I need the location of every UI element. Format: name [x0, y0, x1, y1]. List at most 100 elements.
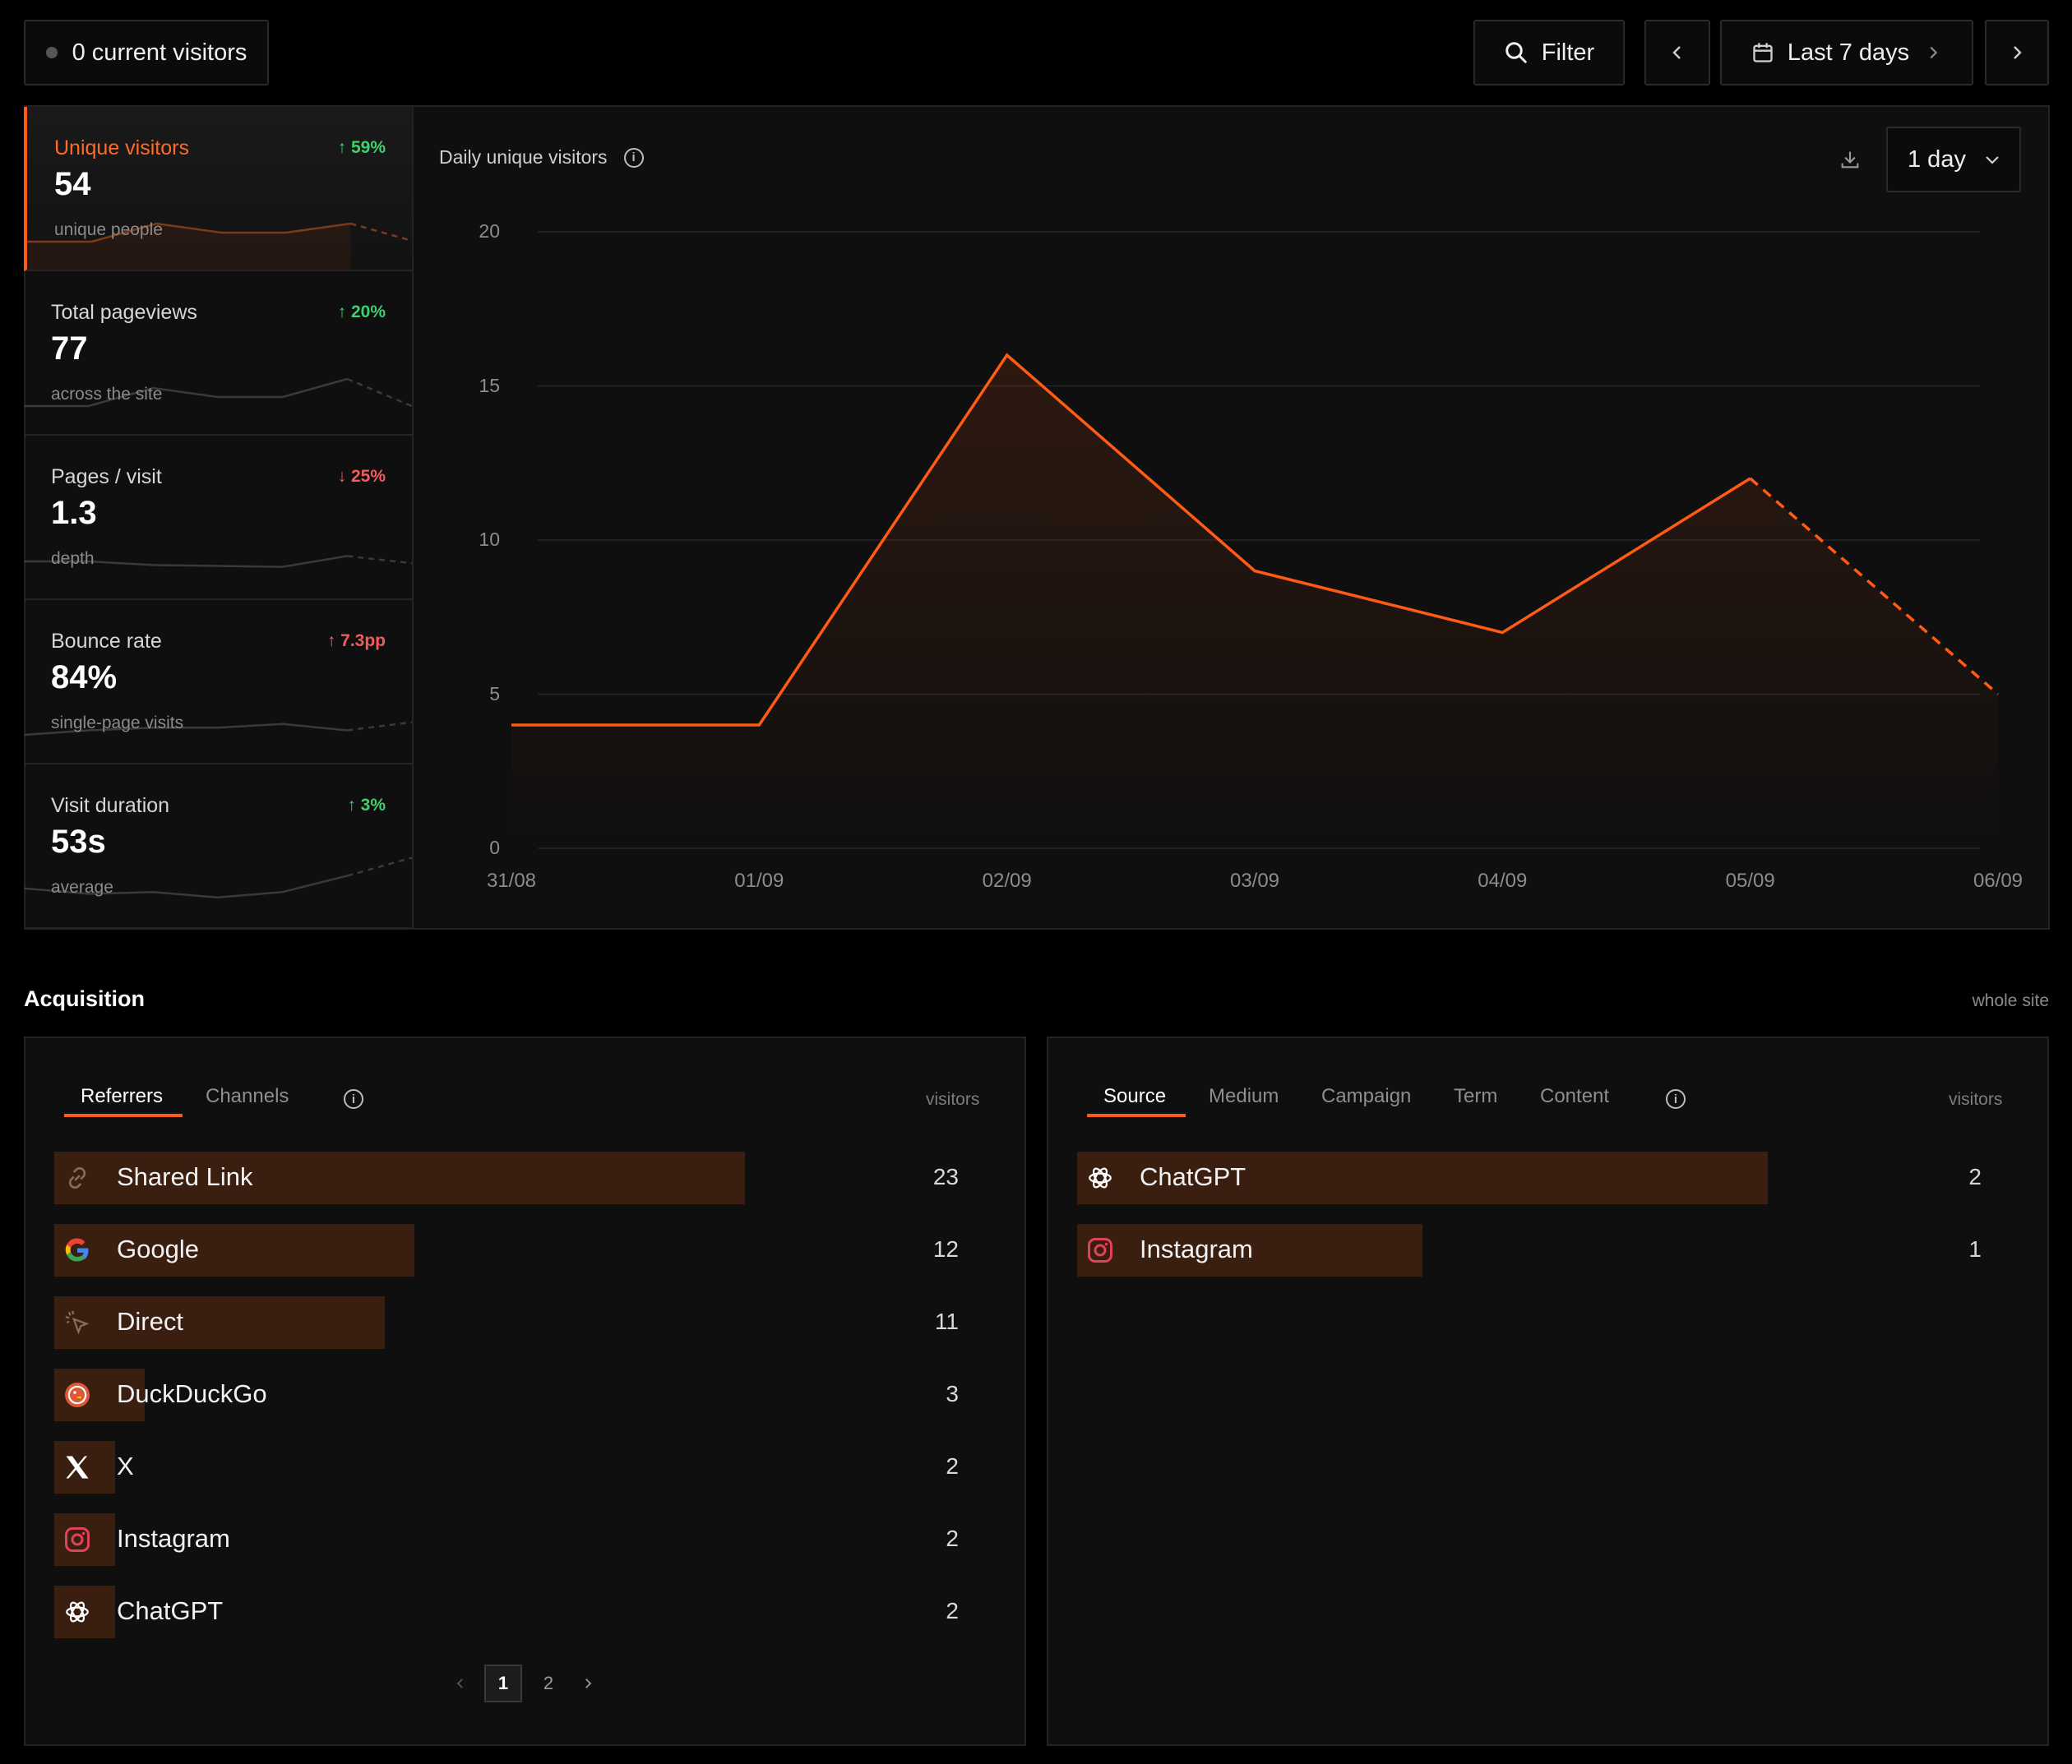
kpi-subtitle: depth: [51, 549, 95, 568]
x-icon: [62, 1452, 92, 1482]
sparkline-projection: [347, 721, 412, 732]
kpi-delta: ↑ 7.3pp: [326, 631, 386, 650]
list-item-count: 1: [1968, 1236, 1982, 1262]
sparkline-line: [24, 555, 348, 568]
google-icon: [62, 1235, 92, 1265]
chevron-right-icon: [1930, 46, 1938, 59]
instagram-icon: [62, 1525, 92, 1554]
value-bar: [54, 1296, 385, 1349]
list-item-label: ChatGPT: [117, 1596, 224, 1625]
list-item[interactable]: DuckDuckGo 3: [54, 1369, 959, 1421]
value-bar: [54, 1586, 115, 1638]
chatgpt-icon: [1085, 1163, 1115, 1193]
list-item[interactable]: ChatGPT 2: [54, 1586, 959, 1638]
tab-referrers[interactable]: Referrers: [81, 1085, 164, 1107]
y-tick-label: 15: [479, 374, 500, 396]
current-visitors-badge: 0 current visitors: [24, 20, 269, 85]
pager-page-2[interactable]: 2: [543, 1673, 554, 1693]
info-icon[interactable]: i: [344, 1089, 363, 1109]
list-item-label: X: [117, 1452, 134, 1480]
pager-prev-button[interactable]: [448, 1667, 473, 1700]
x-tick-label: 31/08: [486, 870, 537, 892]
next-range-button[interactable]: [1985, 20, 2049, 85]
y-tick-label: 10: [479, 529, 500, 550]
tab-medium[interactable]: Medium: [1209, 1085, 1279, 1107]
list-item-label: DuckDuckGo: [117, 1379, 267, 1408]
kpi-value: 54: [54, 166, 91, 202]
value-bar: [54, 1441, 115, 1494]
kpi-value: 53s: [51, 824, 106, 860]
kpi-sparkline: [24, 377, 412, 408]
value-bar: [1077, 1152, 1768, 1204]
kpi-card-visit-duration[interactable]: Visit duration ↑ 3% 53s average: [24, 764, 412, 929]
kpi-title: Total pageviews: [51, 301, 197, 324]
interval-select[interactable]: 1 day: [1886, 127, 2021, 192]
info-icon[interactable]: i: [1666, 1089, 1686, 1109]
list-item[interactable]: Instagram 2: [54, 1513, 959, 1566]
kpi-title: Unique visitors: [54, 136, 189, 159]
kpi-value: 1.3: [51, 495, 97, 531]
kpi-sparkline: [27, 222, 412, 270]
pager-page-1[interactable]: 1: [484, 1665, 522, 1702]
list-item-label: Google: [117, 1235, 199, 1263]
current-visitors-label: 0 current visitors: [72, 39, 247, 66]
kpi-card-bounce-rate[interactable]: Bounce rate ↑ 7.3pp 84% single-page visits: [24, 600, 412, 764]
prev-range-button[interactable]: [1644, 20, 1710, 85]
list-item[interactable]: Direct 11: [54, 1296, 959, 1349]
filter-button[interactable]: Filter: [1473, 20, 1625, 85]
kpi-card-total-pageviews[interactable]: Total pageviews ↑ 20% 77 across the site: [24, 271, 412, 436]
y-tick-label: 5: [489, 682, 500, 704]
tab-term[interactable]: Term: [1454, 1085, 1498, 1107]
x-tick-label: 03/09: [1229, 870, 1280, 892]
tab-channels[interactable]: Channels: [206, 1085, 289, 1107]
sparkline-area: [27, 224, 351, 270]
kpi-value: 77: [51, 330, 88, 367]
pager-next-button[interactable]: [576, 1667, 600, 1700]
kpi-card-pages-visit[interactable]: Pages / visit ↓ 25% 1.3 depth: [24, 436, 412, 600]
list-item-count: 2: [946, 1453, 959, 1479]
tab-source[interactable]: Source: [1103, 1085, 1167, 1107]
list-item-label: Direct: [117, 1307, 183, 1336]
instagram-icon: [1085, 1235, 1115, 1265]
kpi-subtitle: across the site: [51, 385, 163, 404]
value-bar: [54, 1224, 415, 1277]
y-tick-label: 0: [489, 837, 500, 858]
active-tab-indicator: [1087, 1114, 1186, 1117]
acquisition-scope: whole site: [1972, 991, 2049, 1010]
kpi-title: Pages / visit: [51, 465, 162, 488]
value-bar: [54, 1152, 745, 1204]
y-tick-label: 20: [479, 220, 500, 242]
kpi-sparkline: [24, 857, 412, 899]
chart-title: Daily unique visitors i: [439, 146, 644, 169]
list-item[interactable]: Shared Link 23: [54, 1152, 959, 1204]
sparkline-line: [24, 875, 348, 899]
download-icon[interactable]: [1838, 148, 1862, 171]
utm-panel: [1047, 1037, 2049, 1746]
filter-label: Filter: [1541, 39, 1595, 66]
list-item-label: Shared Link: [117, 1162, 253, 1191]
list-item[interactable]: Google 12: [54, 1224, 959, 1277]
tab-content[interactable]: Content: [1540, 1085, 1610, 1107]
date-range-label: Last 7 days: [1787, 39, 1910, 66]
list-item[interactable]: ChatGPT 2: [1077, 1152, 1982, 1204]
kpi-delta: ↓ 25%: [337, 467, 386, 486]
sparkline-line: [27, 222, 351, 243]
kpi-subtitle: unique people: [54, 220, 163, 239]
list-item[interactable]: Instagram 1: [1077, 1224, 1982, 1277]
list-item-count: 2: [946, 1526, 959, 1551]
list-item-label: Instagram: [117, 1524, 230, 1553]
info-icon[interactable]: i: [623, 147, 644, 168]
utm-column-header: visitors: [1949, 1090, 2003, 1109]
list-item-count: 3: [946, 1381, 959, 1406]
tab-campaign[interactable]: Campaign: [1321, 1085, 1412, 1107]
date-range-button[interactable]: Last 7 days: [1720, 20, 1973, 85]
x-tick-label: 06/09: [1973, 870, 2023, 892]
list-item-count: 2: [1968, 1164, 1982, 1189]
search-icon: [1505, 42, 1527, 63]
value-bar: [1077, 1224, 1422, 1277]
kpi-delta: ↑ 59%: [337, 138, 386, 157]
kpi-delta: ↑ 20%: [337, 302, 386, 321]
kpi-card-unique-visitors[interactable]: Unique visitors ↑ 59% 54 unique people: [24, 107, 412, 271]
kpi-title: Bounce rate: [51, 630, 162, 653]
